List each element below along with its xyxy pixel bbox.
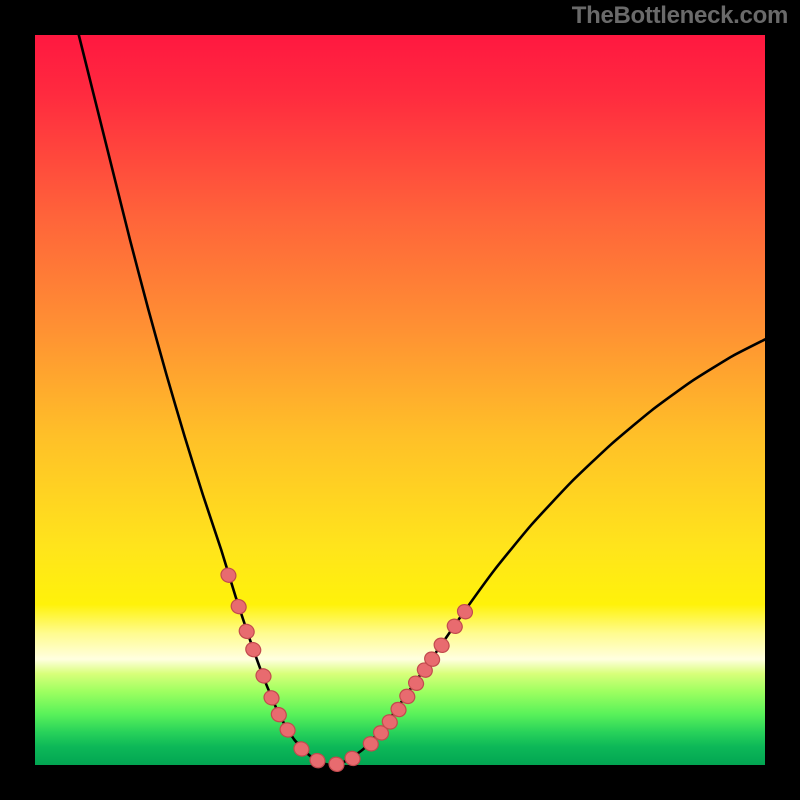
watermark-label: TheBottleneck.com xyxy=(572,2,788,30)
frame: TheBottleneck.com xyxy=(0,0,800,800)
chart-background xyxy=(35,35,765,765)
bottleneck-chart xyxy=(0,0,800,800)
